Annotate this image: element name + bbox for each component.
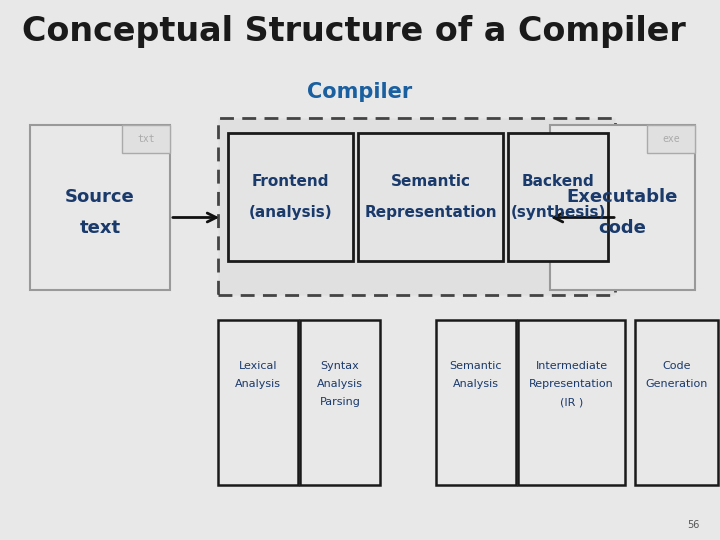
Text: (IR ): (IR )	[560, 397, 583, 407]
Text: Analysis: Analysis	[453, 379, 499, 389]
Bar	[218, 320, 298, 485]
Bar	[358, 133, 503, 261]
Text: Backend: Backend	[521, 174, 595, 189]
Text: Syntax: Syntax	[320, 361, 359, 371]
Text: Representation: Representation	[529, 379, 614, 389]
Text: Semantic: Semantic	[450, 361, 503, 371]
Text: Source: Source	[65, 188, 135, 206]
Text: Frontend: Frontend	[252, 174, 329, 189]
Text: exe: exe	[662, 134, 680, 144]
Text: Conceptual Structure of a Compiler: Conceptual Structure of a Compiler	[22, 15, 685, 48]
Bar	[218, 118, 615, 295]
Bar	[30, 125, 170, 290]
Bar	[122, 125, 170, 153]
Text: Analysis: Analysis	[235, 379, 281, 389]
Bar	[518, 320, 625, 485]
Bar	[635, 320, 718, 485]
Bar	[647, 125, 695, 153]
Text: Intermediate: Intermediate	[536, 361, 608, 371]
Text: (analysis): (analysis)	[248, 205, 333, 220]
Text: Compiler: Compiler	[307, 82, 413, 102]
Text: Analysis: Analysis	[317, 379, 363, 389]
Text: Executable: Executable	[567, 188, 678, 206]
Text: Lexical: Lexical	[239, 361, 277, 371]
Text: Representation: Representation	[364, 205, 497, 220]
Text: Generation: Generation	[645, 379, 708, 389]
Text: Code: Code	[662, 361, 690, 371]
Text: code: code	[598, 219, 647, 238]
Bar	[508, 133, 608, 261]
Text: text: text	[79, 219, 120, 238]
Text: Parsing: Parsing	[320, 397, 361, 407]
Bar	[228, 133, 353, 261]
Text: Semantic: Semantic	[390, 174, 470, 189]
Text: 56: 56	[688, 520, 700, 530]
Bar	[300, 320, 380, 485]
Text: (synthesis): (synthesis)	[510, 205, 606, 220]
Text: txt: txt	[138, 134, 155, 144]
Bar	[436, 320, 516, 485]
Bar	[550, 125, 695, 290]
